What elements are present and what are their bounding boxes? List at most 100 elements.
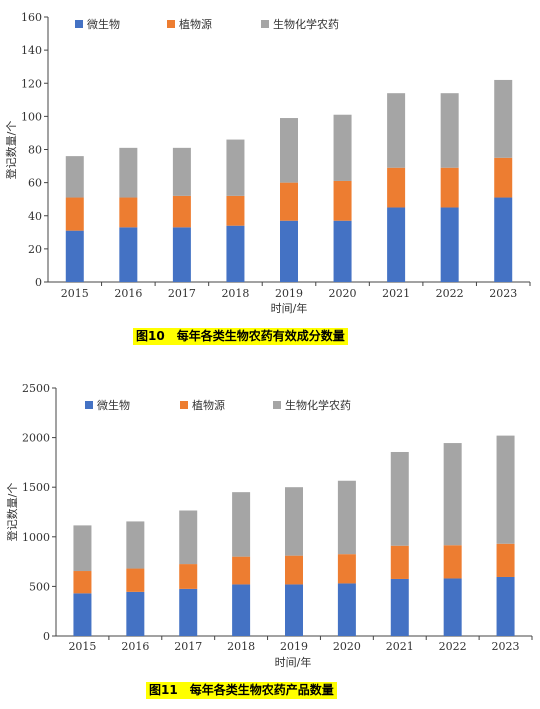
c1-legend-label-1: 微生物 [87,17,120,31]
c2-y-axis-title: 登记数量/个 [5,483,19,542]
c2-x-tick-label: 2015 [68,640,96,653]
c2-legend-label-3: 生物化学农药 [285,398,351,412]
figure-11-caption: 图11 每年各类生物农药产品数量 [146,682,337,699]
c2-bar-2015-series-3 [73,525,92,572]
c2-x-tick-label: 2023 [492,640,520,653]
c1-bar-2019-series-1 [280,220,298,282]
c1-y-tick-label: 0 [35,276,42,289]
c1-bar-2019-series-3 [280,118,298,183]
c2-bar-2022-series-2 [443,545,462,579]
c2-bar-2018-series-1 [232,584,251,636]
c1-bar-2022-series-3 [440,93,459,168]
c1-bar-2015-series-2 [65,197,84,231]
c1-bar-2019-series-2 [280,182,298,221]
figure-10-caption: 图10 每年各类生物农药有效成分数量 [133,328,348,345]
c2-x-tick-label: 2019 [280,640,308,653]
c2-bar-2020-series-2 [337,554,356,584]
c1-y-tick-label: 160 [21,11,42,24]
c2-bar-2015-series-2 [73,571,92,594]
c1-bar-2022-series-1 [440,207,459,282]
c1-bar-2017-series-3 [172,147,191,196]
c1-legend-swatch-2 [167,20,175,28]
c1-y-tick-label: 140 [21,44,42,57]
c1-x-axis-title: 时间/年 [271,301,308,315]
c1-legend-label-3: 生物化学农药 [273,17,339,31]
c1-bar-2018-series-3 [226,139,245,196]
chart-2: 0 500 1000 1500 2000 2500 2015 2016 2017 2018 2019… [5,382,533,669]
c1-bar-2018-series-1 [226,225,245,282]
c2-x-tick-label: 2017 [174,640,202,653]
c1-x-tick-label: 2022 [436,287,464,300]
c1-bar-2021-series-1 [387,207,406,282]
c2-bar-2023-series-1 [496,576,515,636]
c1-y-axis-title: 登记数量/个 [4,121,18,180]
c2-x-axis-title: 时间/年 [275,655,312,669]
c2-y-tick-label: 1500 [22,481,50,494]
c1-y-tick-label: 20 [28,243,42,256]
c1-bar-2017-series-2 [172,195,191,228]
c2-bar-2023-series-3 [496,435,515,544]
c1-bar-2016-series-1 [119,227,138,282]
chart-1: 0 20 40 60 80 100 120 140 160 2015 2016 2017 2018 201… [4,11,531,315]
c1-x-tick-label: 2021 [382,287,410,300]
c2-bar-2016-series-2 [126,568,145,592]
c2-y-tick-label: 2000 [22,432,50,445]
c1-x-tick-label: 2016 [114,287,142,300]
c1-y-tick-label: 100 [21,110,42,123]
c2-bar-2019-series-3 [285,487,303,556]
c2-bar-2017-series-1 [179,588,198,636]
c2-bar-2015-series-1 [73,593,92,636]
c1-x-tick-label: 2020 [329,287,357,300]
c1-legend-label-2: 植物源 [179,17,212,31]
c1-x-tick-label: 2017 [168,287,196,300]
c1-bar-2020-series-1 [333,220,352,282]
c1-x-tick-label: 2019 [275,287,303,300]
c1-bar-2016-series-2 [119,197,138,228]
c1-bar-2020-series-2 [333,180,352,221]
c2-bar-2020-series-1 [337,583,356,636]
c1-legend-swatch-3 [261,20,269,28]
c2-bar-2018-series-3 [232,492,251,557]
c2-bar-2022-series-1 [443,578,462,636]
c2-y-tick-label: 1000 [22,531,50,544]
c2-y-tick-label: 500 [29,580,50,593]
c2-y-tick-label: 2500 [22,382,50,395]
c2-legend-swatch-1 [85,401,93,409]
c1-x-tick-label: 2023 [489,287,517,300]
c2-bar-2022-series-3 [443,443,462,546]
c1-y-tick-label: 80 [28,144,42,157]
c2-bar-2016-series-1 [126,591,145,636]
c2-legend-label-1: 微生物 [97,398,130,412]
c2-x-tick-label: 2021 [386,640,414,653]
c2-bar-2020-series-3 [337,480,356,555]
c1-bar-2023-series-2 [494,157,513,198]
c1-bar-2016-series-3 [119,147,138,198]
c2-bar-2017-series-3 [179,510,198,565]
c2-bar-2019-series-2 [285,555,303,585]
c1-bar-2015-series-3 [65,156,84,198]
c1-bar-2022-series-2 [440,167,459,208]
c2-bar-2019-series-1 [285,584,303,636]
c1-bar-2023-series-3 [494,79,513,158]
c2-x-tick-label: 2022 [439,640,467,653]
c2-legend-swatch-2 [180,401,188,409]
c1-legend-swatch-1 [75,20,83,28]
c1-y-tick-label: 60 [28,177,42,190]
c2-bar-2023-series-2 [496,543,515,577]
c2-y-tick-label: 0 [43,630,50,643]
c1-bar-2021-series-2 [387,167,406,208]
c1-bar-2020-series-3 [333,114,352,181]
c2-bar-2021-series-3 [390,451,409,546]
c2-bar-2016-series-3 [126,521,145,569]
c2-bar-2017-series-2 [179,564,198,589]
c2-x-tick-label: 2016 [121,640,149,653]
c1-y-tick-label: 40 [28,210,42,223]
c1-y-tick-label: 120 [21,77,42,90]
c2-legend-label-2: 植物源 [192,398,225,412]
c1-bar-2018-series-2 [226,195,245,226]
c2-bar-2021-series-1 [390,578,409,636]
c1-bar-2015-series-1 [65,230,84,282]
c1-x-tick-label: 2018 [221,287,249,300]
c2-x-tick-label: 2020 [333,640,361,653]
c2-bar-2018-series-2 [232,556,251,585]
